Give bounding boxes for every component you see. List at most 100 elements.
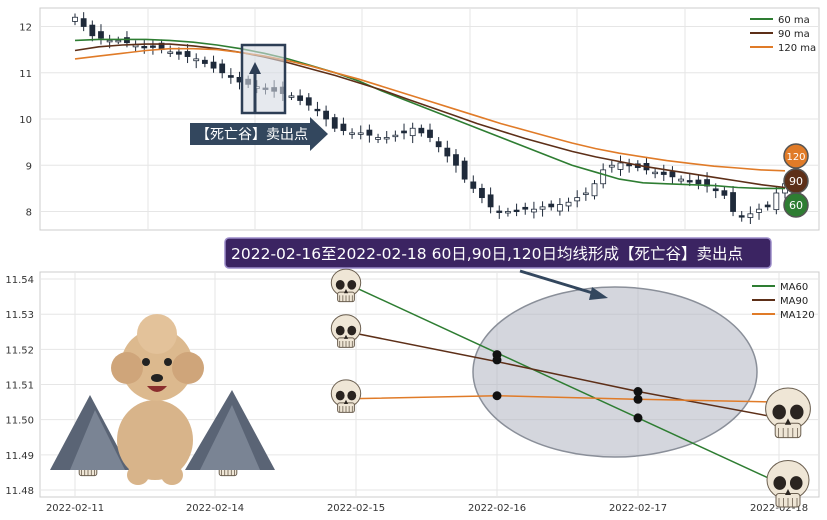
candle-body [349, 132, 355, 135]
sell-point-annotation-text: 【死亡谷】卖出点 [196, 127, 308, 143]
candle-body [539, 206, 546, 210]
candle-body [444, 147, 451, 157]
candle-body [150, 45, 156, 48]
bottom-y-tick-label: 11.49 [5, 451, 34, 462]
candle-body [375, 137, 381, 140]
ma90-line [355, 332, 780, 419]
top-y-ticks: 8 9 10 11 12 [19, 23, 32, 219]
candle-body [513, 209, 520, 213]
bottom-y-tick-label: 11.51 [5, 381, 34, 392]
candle-body [461, 160, 468, 180]
top-panel: 8 9 10 11 12 【死亡谷】卖出点 60 ma 90 ma 120 ma 120… [19, 7, 820, 231]
candle-body [80, 18, 87, 27]
bottom-x-tick-label: 2022-02-11 [46, 503, 104, 514]
candle-body [366, 129, 373, 136]
candle-body [652, 171, 659, 175]
candle-body [479, 187, 485, 199]
bottom-x-tick-label: 2022-02-17 [609, 503, 667, 514]
bottom-x-tick-label: 2022-02-15 [327, 503, 385, 514]
candle-body [678, 178, 684, 182]
candle-body [730, 192, 736, 212]
candle-body [176, 51, 182, 55]
legend-label-MA120: MA120 [780, 310, 815, 321]
candle-body [89, 24, 96, 37]
candle-body [340, 123, 347, 131]
title-banner-bg [224, 237, 772, 269]
title-pointer-line [519, 269, 597, 296]
candle-body [331, 117, 338, 129]
crossover-marker [633, 394, 643, 404]
candle-body [556, 204, 563, 212]
poodle-body-icon [117, 400, 193, 480]
skull-icon [330, 379, 362, 413]
skull-icon [765, 387, 811, 439]
candle-body [747, 213, 754, 218]
candle-body [297, 95, 304, 101]
ma90-line [74, 43, 786, 189]
bottom-x-tick-label: 2022-02-18 [750, 503, 808, 514]
candle-body [106, 39, 113, 43]
ma-badges: 120 90 60 [783, 143, 809, 218]
bottom-y-tick-label: 11.54 [5, 275, 34, 286]
bottom-y-tick-label: 11.52 [5, 345, 34, 356]
top-legend: 60 ma 90 ma 120 ma [750, 15, 816, 54]
top-y-tick-label: 10 [19, 115, 32, 126]
crossover-marker [633, 387, 643, 397]
candle-body [453, 154, 459, 166]
candle-body [72, 16, 78, 22]
candle-body [574, 197, 581, 202]
skull-icon [330, 314, 362, 348]
poodle-head-icon [121, 329, 193, 401]
candle-body [323, 110, 329, 120]
candle-body [314, 108, 321, 112]
candle-body [626, 163, 633, 167]
candle-body [548, 203, 555, 208]
candle-body [738, 215, 745, 218]
bottom-legend: MA60 MA90 MA120 [752, 282, 815, 321]
candle-body [357, 132, 364, 135]
title-banner-text: 2022-02-16至2022-02-18 60日,90日,120日均线形成【死… [231, 245, 743, 263]
top-candles [72, 12, 788, 224]
top-y-tick-label: 12 [19, 23, 32, 34]
bottom-y-tick-label: 11.50 [5, 416, 34, 427]
bottom-ma-lines [355, 287, 780, 484]
title-pointer-head [589, 287, 608, 300]
crossover-marker [633, 413, 643, 423]
candle-body [617, 162, 624, 170]
crossover-markers [492, 350, 643, 423]
top-y-tick-label: 8 [26, 208, 32, 219]
top-grid [40, 8, 819, 230]
candle-body [418, 127, 425, 134]
candle-body [401, 130, 407, 134]
crossover-ellipse [472, 286, 758, 458]
crossover-marker [492, 355, 502, 365]
bottom-y-tick-label: 11.53 [5, 310, 34, 321]
candle-body [531, 208, 537, 213]
death-valley-highlight-box [240, 43, 287, 115]
legend-label-ma90: 90 ma [778, 29, 810, 40]
badge-ma60 [783, 192, 809, 218]
legend-label-ma60: 60 ma [778, 15, 810, 26]
title-banner: 2022-02-16至2022-02-18 60日,90日,120日均线形成【死… [224, 237, 772, 300]
candle-body [591, 183, 598, 197]
candle-body [98, 31, 104, 39]
legend-label-ma120: 120 ma [778, 43, 816, 54]
candle-body [193, 58, 200, 62]
candle-body [288, 95, 295, 98]
candle-body [487, 194, 494, 208]
candle-body [219, 63, 226, 74]
candle-body [695, 179, 702, 185]
badge-ma120 [783, 143, 809, 169]
bottom-x-tick-label: 2022-02-14 [186, 503, 244, 514]
candle-body [773, 192, 780, 211]
candle-body [409, 127, 416, 137]
candle-body [764, 204, 771, 208]
candle-body [565, 201, 572, 207]
candle-body [184, 51, 191, 57]
candle-body [210, 61, 217, 69]
badge-ma120-label: 120 [786, 152, 805, 163]
top-ma-lines [74, 38, 786, 190]
candle-body [582, 192, 589, 195]
crossover-marker [492, 391, 502, 401]
candle-body [115, 39, 122, 43]
